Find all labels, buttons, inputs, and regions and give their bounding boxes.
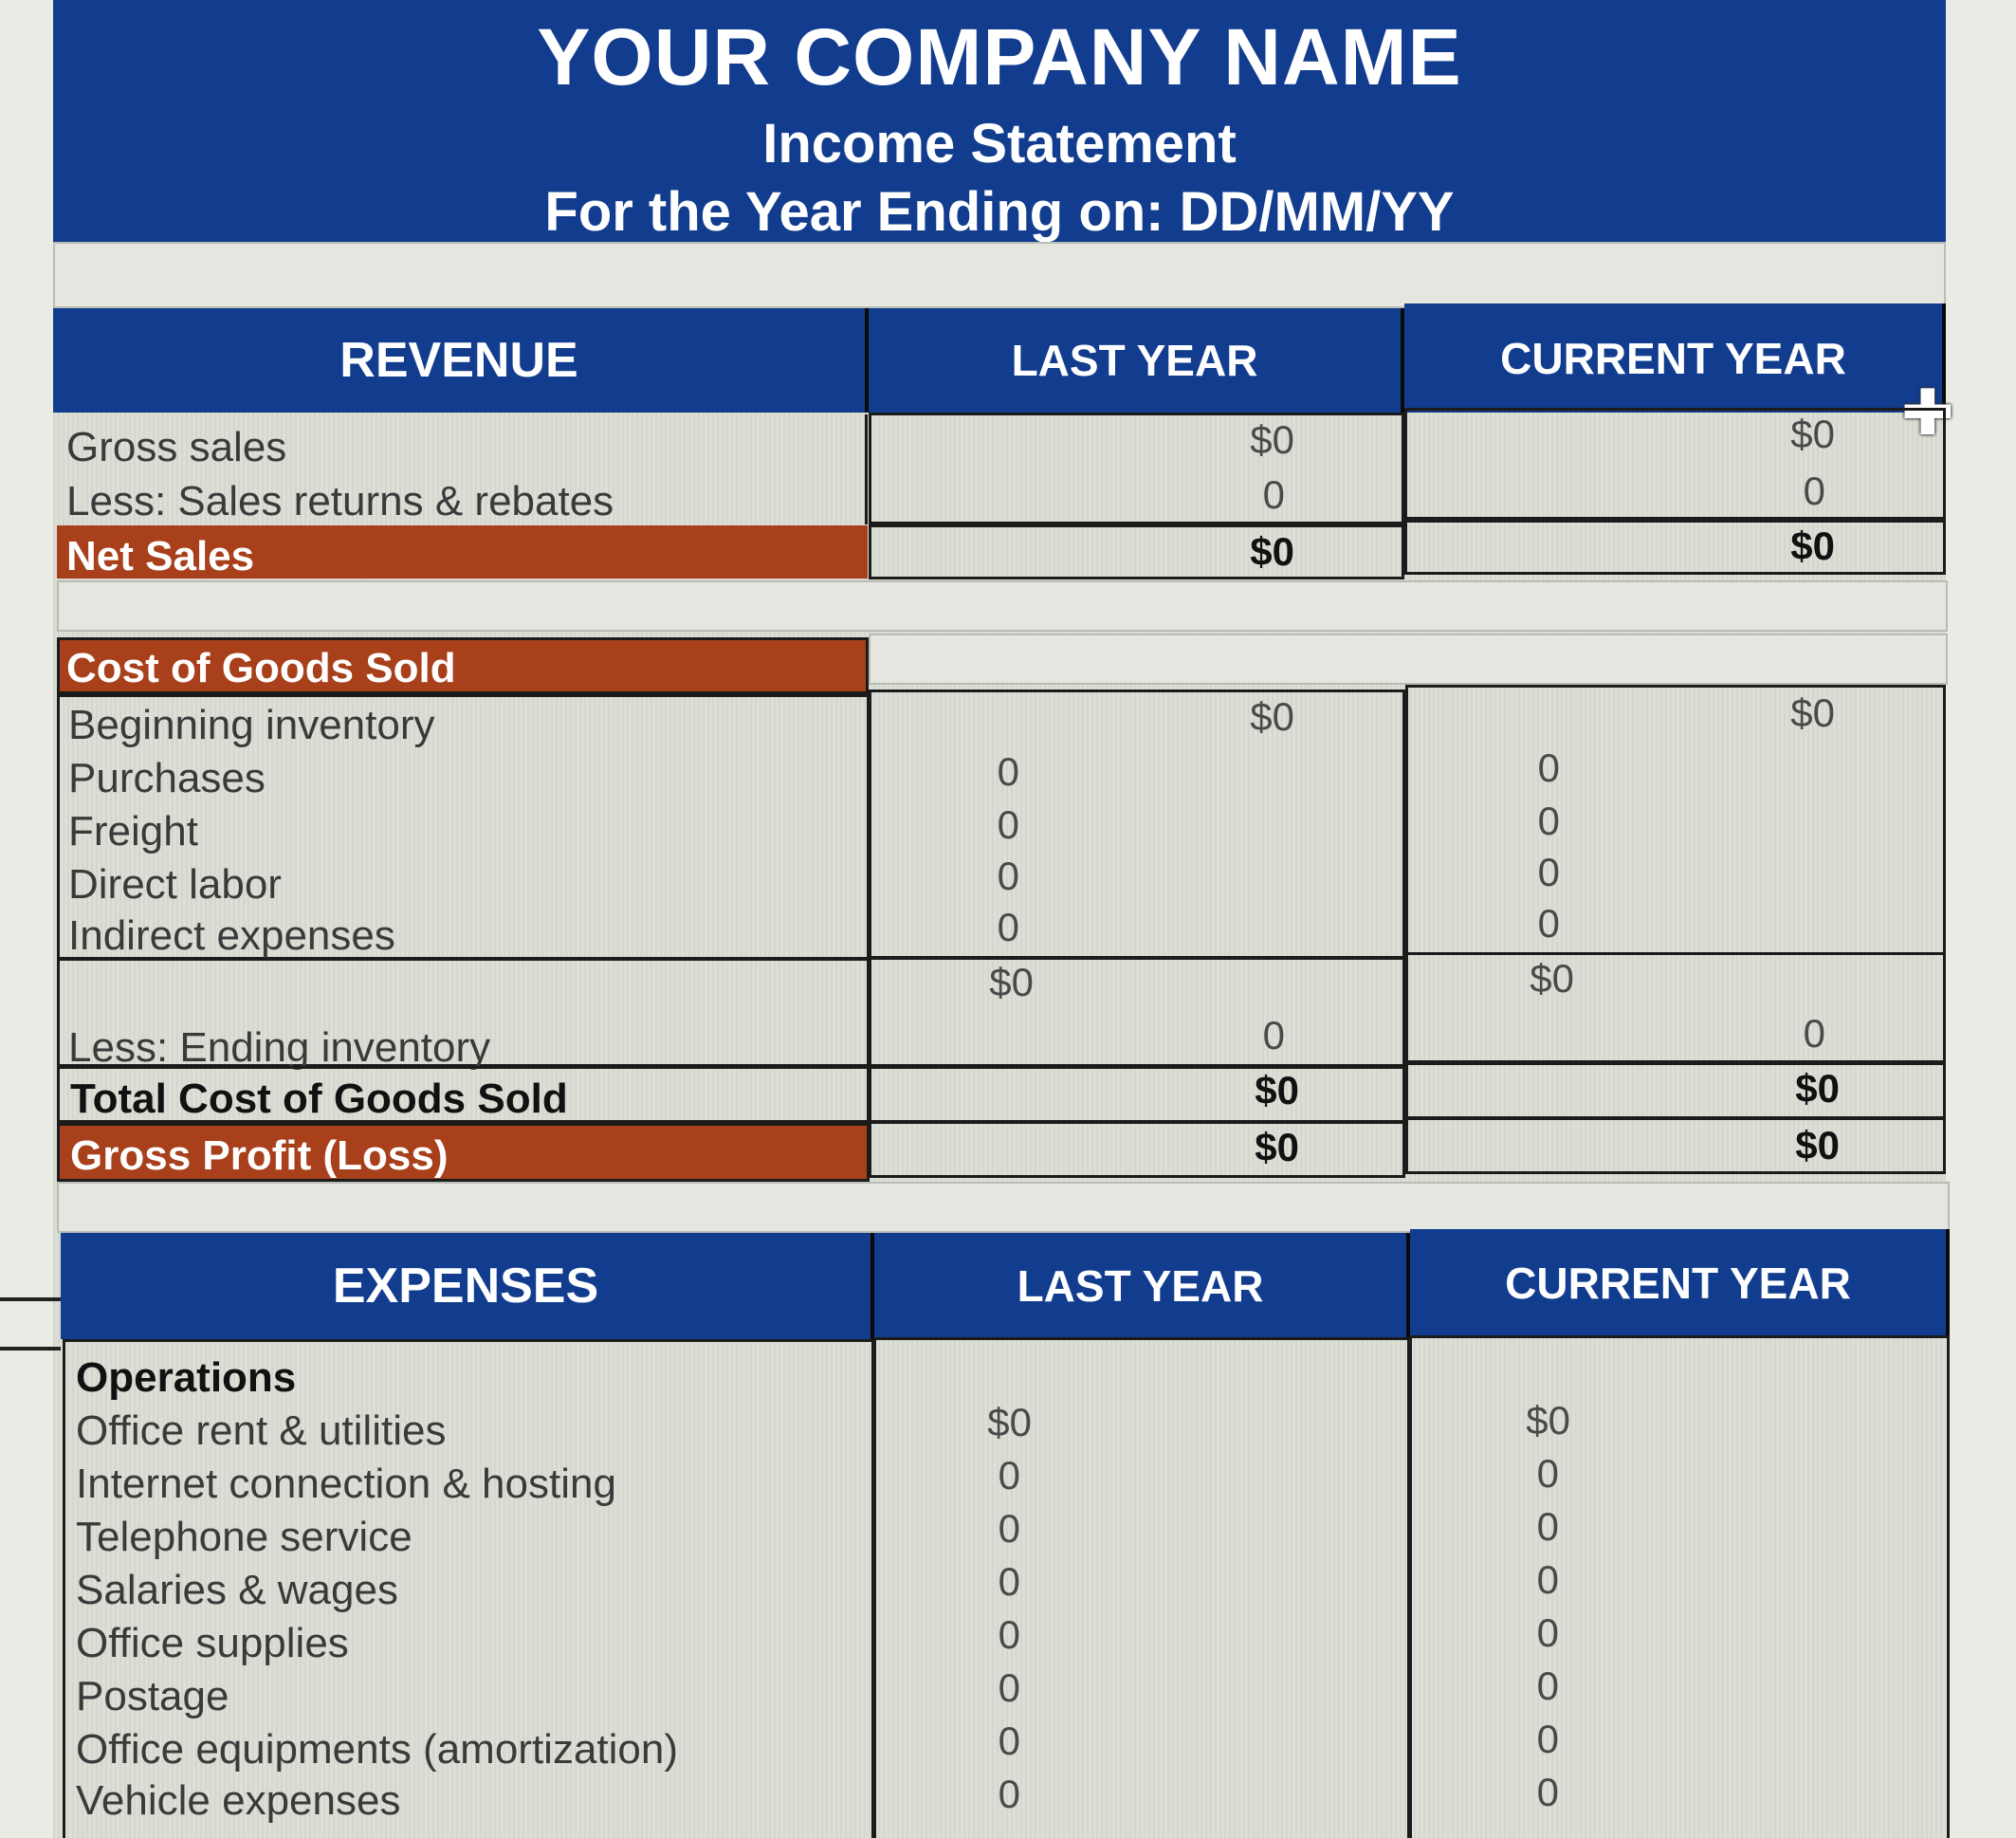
operations-group-label[interactable]: Operations — [76, 1354, 297, 1401]
spacer-row — [53, 242, 1946, 308]
expense-label[interactable]: Office rent & utilities — [76, 1407, 447, 1454]
statement-period[interactable]: For the Year Ending on: DD/MM/YY — [544, 181, 1455, 243]
expenses-heading[interactable]: EXPENSES — [61, 1233, 874, 1339]
ending-inventory-last-cell — [869, 956, 1405, 1067]
expense-current[interactable]: 0 — [1536, 1663, 1559, 1708]
expense-last[interactable]: 0 — [998, 1506, 1020, 1551]
ending-inventory-current-cell — [1405, 952, 1946, 1063]
net-sales-label[interactable]: Net Sales — [66, 533, 255, 579]
gross-profit-current[interactable]: $0 — [1795, 1123, 1840, 1167]
expense-last[interactable]: 0 — [998, 1665, 1020, 1710]
total-cogs-last-cell — [869, 1066, 1405, 1123]
net-sales-current[interactable]: $0 — [1790, 524, 1835, 568]
freight-label[interactable]: Freight — [68, 808, 198, 855]
expenses-last-year-heading[interactable]: LAST YEAR — [874, 1233, 1410, 1339]
gross-sales-current[interactable]: $0 — [1790, 412, 1835, 456]
cogs-current-cell — [1405, 685, 1946, 955]
expense-label[interactable]: Office equipments (amortization) — [76, 1726, 679, 1773]
row-edge-line — [0, 1297, 61, 1301]
returns-current[interactable]: 0 — [1803, 469, 1825, 513]
direct-labor-label[interactable]: Direct labor — [68, 861, 282, 908]
expense-last[interactable]: 0 — [998, 1559, 1020, 1604]
spacer-row — [869, 634, 1948, 685]
expenses-current-cell — [1409, 1335, 1950, 1838]
revenue-last-cell — [869, 413, 1404, 524]
total-cogs-current[interactable]: $0 — [1795, 1066, 1840, 1111]
total-cogs-current-cell — [1405, 1062, 1946, 1119]
revenue-last-year-heading[interactable]: LAST YEAR — [869, 308, 1404, 413]
returns-last[interactable]: 0 — [1262, 472, 1285, 517]
freight-last[interactable]: 0 — [997, 802, 1019, 847]
expense-current[interactable]: 0 — [1536, 1770, 1559, 1814]
net-sales-last-cell — [869, 524, 1404, 579]
expense-current[interactable]: $0 — [1526, 1398, 1570, 1443]
cogs-heading-band — [57, 637, 869, 694]
total-cogs-last[interactable]: $0 — [1255, 1068, 1299, 1112]
returns-label[interactable]: Less: Sales returns & rebates — [66, 478, 614, 524]
gross-profit-band — [57, 1123, 870, 1182]
net-sales-current-cell — [1404, 520, 1946, 575]
expense-last[interactable]: $0 — [987, 1400, 1032, 1444]
expense-current[interactable]: 0 — [1536, 1557, 1559, 1602]
expense-current[interactable]: 0 — [1536, 1451, 1559, 1496]
cogs-subtotal-last[interactable]: $0 — [989, 960, 1034, 1004]
beginning-inventory-last[interactable]: $0 — [1250, 694, 1294, 739]
ending-inventory-label-cell — [57, 958, 870, 1067]
expense-current[interactable]: 0 — [1536, 1504, 1559, 1549]
expense-label[interactable]: Internet connection & hosting — [76, 1461, 616, 1507]
gross-profit-last-cell — [869, 1121, 1405, 1178]
net-sales-last[interactable]: $0 — [1250, 529, 1294, 574]
ending-inventory-current[interactable]: 0 — [1803, 1011, 1825, 1056]
total-cogs-label[interactable]: Total Cost of Goods Sold — [70, 1075, 568, 1122]
beginning-inventory-label[interactable]: Beginning inventory — [68, 702, 435, 748]
spacer-row — [57, 1182, 1950, 1233]
expense-last[interactable]: 0 — [998, 1453, 1020, 1498]
gross-profit-current-cell — [1405, 1117, 1946, 1174]
ending-inventory-last[interactable]: 0 — [1262, 1013, 1285, 1057]
company-name[interactable]: YOUR COMPANY NAME — [537, 12, 1462, 101]
statement-header: YOUR COMPANY NAME Income Statement For t… — [53, 0, 1946, 243]
expense-last[interactable]: 0 — [998, 1612, 1020, 1657]
revenue-current-cell — [1404, 408, 1946, 520]
expense-label[interactable]: Vehicle expenses — [76, 1777, 401, 1824]
row-edge-line — [0, 1347, 61, 1351]
purchases-current[interactable]: 0 — [1537, 745, 1560, 790]
total-cogs-label-cell — [57, 1066, 870, 1123]
expense-label[interactable]: Office supplies — [76, 1620, 349, 1666]
expense-label[interactable]: Postage — [76, 1673, 229, 1719]
revenue-heading[interactable]: REVENUE — [53, 308, 869, 413]
ending-inventory-label[interactable]: Less: Ending inventory — [68, 1024, 491, 1071]
expense-label[interactable]: Telephone service — [76, 1514, 412, 1560]
direct-labor-last[interactable]: 0 — [997, 854, 1019, 898]
direct-labor-current[interactable]: 0 — [1537, 850, 1560, 894]
expenses-last-cell — [873, 1337, 1410, 1838]
expenses-current-year-heading[interactable]: CURRENT YEAR — [1410, 1229, 1950, 1337]
expense-label[interactable]: Salaries & wages — [76, 1567, 398, 1613]
statement-title[interactable]: Income Statement — [762, 113, 1237, 175]
expense-last[interactable]: 0 — [998, 1772, 1020, 1816]
expense-last[interactable]: 0 — [998, 1719, 1020, 1763]
revenue-current-year-heading[interactable]: CURRENT YEAR — [1404, 303, 1946, 413]
gross-profit-last[interactable]: $0 — [1255, 1125, 1299, 1169]
spacer-row — [57, 580, 1948, 632]
cogs-subtotal-current[interactable]: $0 — [1530, 956, 1574, 1001]
revenue-label-cell — [57, 414, 868, 524]
indirect-expenses-current[interactable]: 0 — [1537, 901, 1560, 946]
purchases-last[interactable]: 0 — [997, 749, 1019, 794]
gross-profit-label[interactable]: Gross Profit (Loss) — [70, 1132, 449, 1179]
cogs-heading[interactable]: Cost of Goods Sold — [66, 645, 456, 691]
freight-current[interactable]: 0 — [1537, 799, 1560, 843]
indirect-expenses-label[interactable]: Indirect expenses — [68, 912, 395, 959]
gross-sales-label[interactable]: Gross sales — [66, 424, 287, 470]
beginning-inventory-current[interactable]: $0 — [1790, 690, 1835, 735]
expenses-label-cell — [63, 1339, 874, 1838]
expense-current[interactable]: 0 — [1536, 1610, 1559, 1655]
expense-current[interactable]: 0 — [1536, 1717, 1559, 1761]
net-sales-band — [57, 525, 868, 579]
purchases-label[interactable]: Purchases — [68, 755, 266, 801]
indirect-expenses-last[interactable]: 0 — [997, 905, 1019, 949]
cogs-last-cell — [869, 689, 1405, 960]
gross-sales-last[interactable]: $0 — [1250, 417, 1294, 462]
